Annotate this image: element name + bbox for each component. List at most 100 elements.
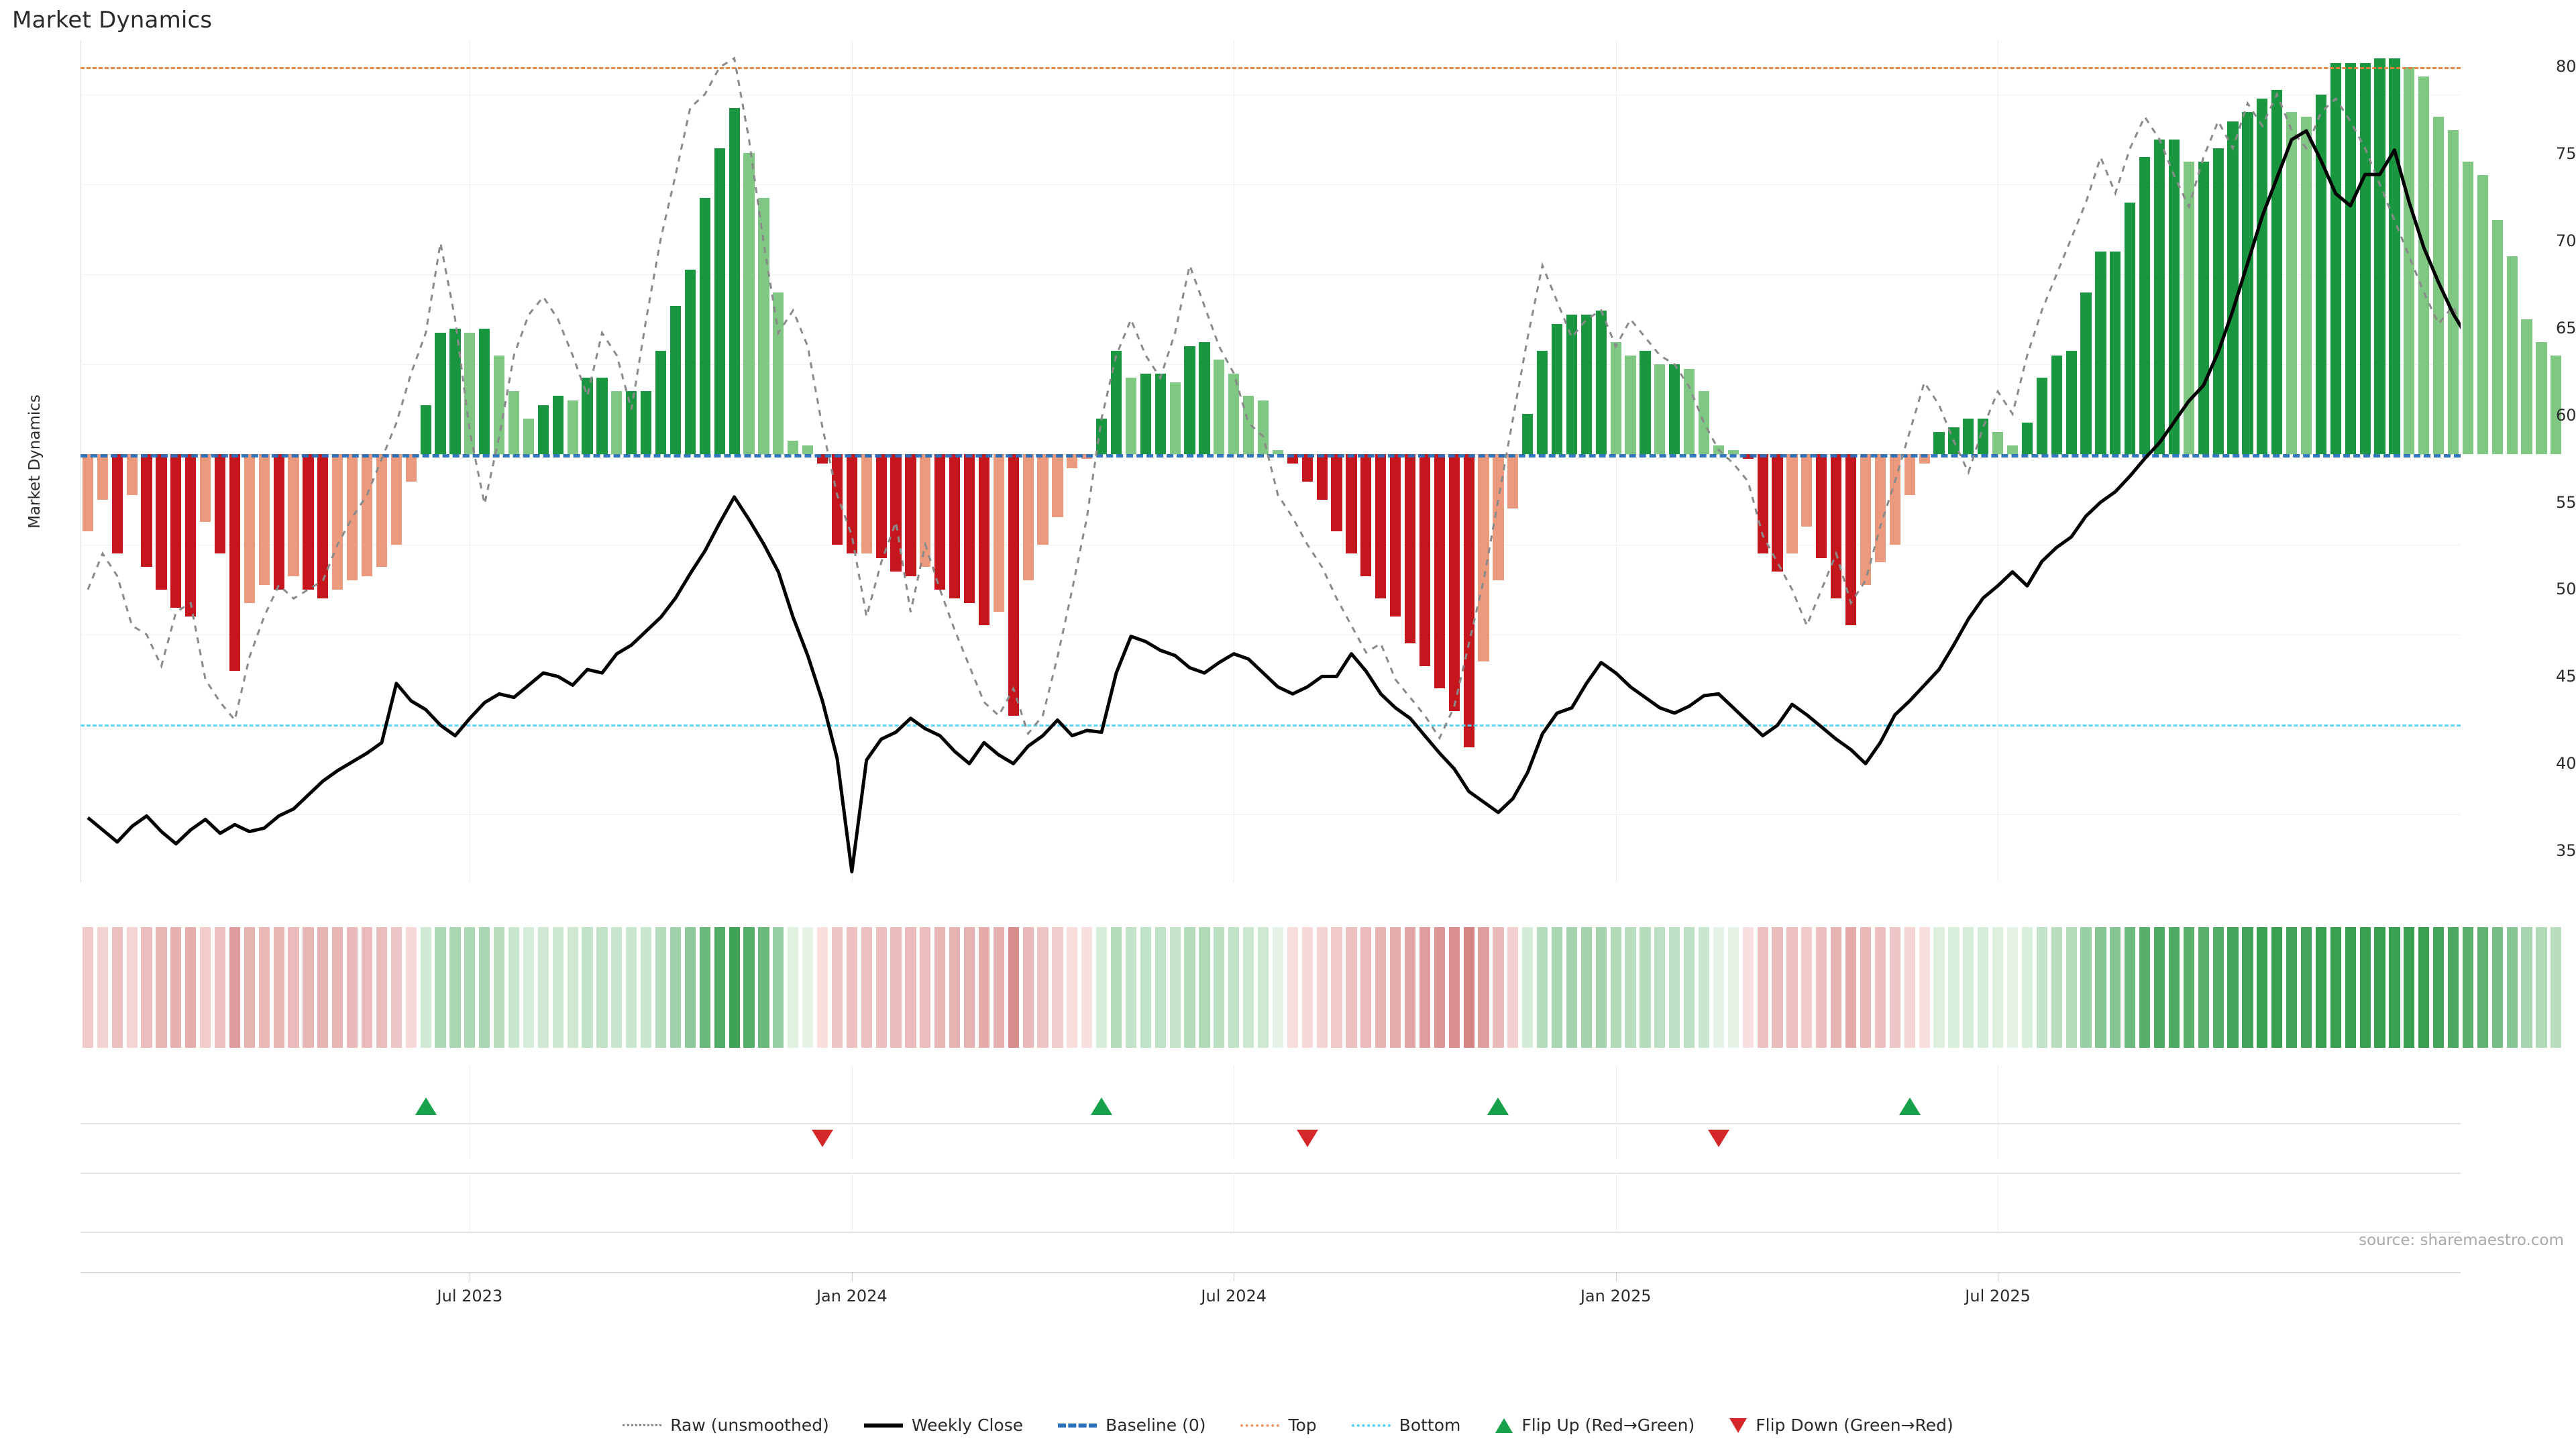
heat-strip-cell	[1390, 927, 1401, 1048]
heat-strip-cell	[1551, 927, 1563, 1048]
grid-line-y	[80, 364, 2461, 366]
chart-bar	[978, 454, 990, 626]
heat-strip-cell	[126, 927, 138, 1048]
source-attribution: source: sharemaestro.com	[2359, 1232, 2564, 1249]
heat-strip-cell	[641, 927, 652, 1048]
chart-bar	[1757, 454, 1768, 554]
heat-strip-cell	[1067, 927, 1078, 1048]
heat-strip-cell	[802, 927, 814, 1048]
heat-strip-cell	[1933, 927, 1945, 1048]
heat-strip-cell	[111, 927, 123, 1048]
chart-bar	[2183, 162, 2194, 455]
x-axis-tick-label: Jul 2023	[437, 1287, 503, 1305]
chart-bar	[244, 454, 255, 603]
main-plot-area: Market Dynamics Weekly Close Price 0.80.…	[26, 40, 2576, 882]
legend-item[interactable]: Bottom	[1351, 1415, 1460, 1435]
heat-strip-cell	[729, 927, 740, 1048]
grid-line-y	[80, 184, 2461, 185]
reference-line-top	[80, 67, 2461, 70]
legend-item[interactable]: Top	[1240, 1415, 1317, 1435]
heat-strip-cell	[405, 927, 417, 1048]
chart-bar	[361, 454, 373, 576]
chart-bar	[317, 454, 329, 599]
heat-strip-cell	[156, 927, 167, 1048]
flip-down-marker[interactable]	[1707, 1130, 1729, 1147]
heat-strip-cell	[508, 927, 520, 1048]
heat-strip-cell	[1713, 927, 1725, 1048]
heat-strip-cell	[449, 927, 461, 1048]
chart-bar	[567, 400, 578, 455]
heat-strip-cell	[244, 927, 255, 1048]
chart-bar	[2168, 139, 2180, 455]
heat-strip-cell	[1375, 927, 1387, 1048]
legend-item[interactable]: Flip Up (Red→Green)	[1495, 1415, 1695, 1435]
flip-up-marker[interactable]	[1091, 1097, 1113, 1115]
chart-bar	[2051, 355, 2062, 455]
chart-bar	[1786, 454, 1798, 554]
chart-bar	[714, 148, 725, 455]
y-axis-tick-label-right: 35.00	[2556, 841, 2576, 861]
heat-strip-cell	[1625, 927, 1636, 1048]
heat-strip-cell	[2051, 927, 2062, 1048]
heat-strip-cell	[611, 927, 623, 1048]
flip-up-marker[interactable]	[1487, 1097, 1509, 1115]
legend-item[interactable]: Raw (unsmoothed)	[623, 1415, 829, 1435]
heat-strip-cell	[1507, 927, 1519, 1048]
chart-bar	[1257, 400, 1269, 455]
legend-item[interactable]: Flip Down (Green→Red)	[1729, 1415, 1953, 1435]
heat-strip-cell	[1537, 927, 1548, 1048]
legend-item-label: Top	[1288, 1415, 1317, 1435]
heat-strip-cell	[435, 927, 446, 1048]
heat-strip-cell	[214, 927, 226, 1048]
heat-strip-cell	[479, 927, 490, 1048]
heat-strip-cell	[2257, 927, 2268, 1048]
chart-bar	[1522, 414, 1534, 455]
heat-strip-cell	[1889, 927, 1900, 1048]
flip-down-marker[interactable]	[1296, 1130, 1318, 1147]
dotted-gray-line-icon	[623, 1424, 662, 1426]
chart-legend: Raw (unsmoothed) Weekly Close Baseline (0)…	[0, 1415, 2576, 1435]
heat-strip-cell	[2447, 927, 2459, 1048]
heat-strip-cell	[1081, 927, 1093, 1048]
chart-bar	[861, 454, 872, 554]
chart-bar	[508, 391, 520, 455]
flip-down-marker[interactable]	[812, 1130, 833, 1147]
heat-strip-cell	[1448, 927, 1460, 1048]
heat-strip-cell	[2212, 927, 2224, 1048]
heat-strip-cell	[1919, 927, 1930, 1048]
heat-strip-cell	[1199, 927, 1210, 1048]
flip-up-marker[interactable]	[1898, 1097, 1921, 1115]
regime-heat-strip	[80, 927, 2562, 1048]
heat-strip-cell	[390, 927, 402, 1048]
chart-bar	[2006, 445, 2019, 455]
heat-strip-cell	[2242, 927, 2253, 1048]
heat-strip-cell	[1022, 927, 1034, 1048]
grid-line-y	[80, 274, 2461, 275]
heat-strip-cell	[1184, 927, 1195, 1048]
chart-bar	[993, 454, 1004, 612]
y-axis-tick-label-right: 80.00	[2556, 56, 2576, 76]
heat-strip-cell	[816, 927, 828, 1048]
chart-bar	[126, 454, 138, 495]
chart-bar	[2125, 202, 2136, 455]
chart-bar	[1140, 373, 1151, 455]
legend-item-label: Flip Up (Red→Green)	[1521, 1415, 1695, 1435]
chart-bar	[920, 454, 931, 568]
red-down-triangle-icon	[1729, 1417, 1748, 1433]
weekly-close-line	[87, 129, 2461, 873]
heat-strip-cell	[1831, 927, 1842, 1048]
heat-strip-cell	[1301, 927, 1313, 1048]
chart-bar	[729, 107, 740, 455]
legend-item[interactable]: Weekly Close	[863, 1415, 1023, 1435]
legend-item[interactable]: Baseline (0)	[1058, 1415, 1205, 1435]
chart-bar	[1551, 323, 1563, 455]
chart-bar	[699, 197, 710, 455]
heat-strip-cell	[1463, 927, 1474, 1048]
heat-strip-cell	[1595, 927, 1607, 1048]
heat-strip-cell	[714, 927, 725, 1048]
heat-strip-cell	[949, 927, 961, 1048]
flip-up-marker[interactable]	[415, 1097, 437, 1115]
x-axis-tick-label: Jan 2024	[816, 1287, 888, 1305]
chart-bar	[2036, 378, 2047, 455]
